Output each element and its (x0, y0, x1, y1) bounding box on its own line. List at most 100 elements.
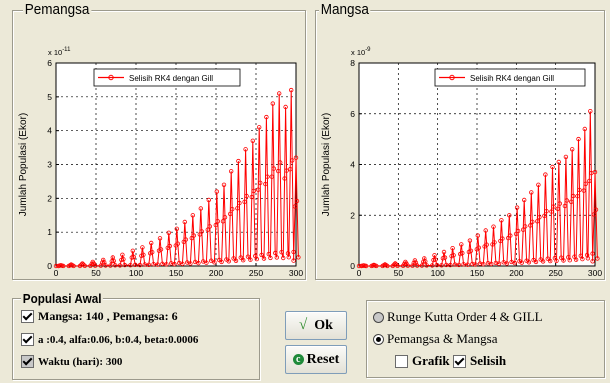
data-point (554, 258, 559, 263)
data-point (590, 251, 595, 256)
data-point (141, 252, 146, 257)
pemangsa-panel: Pemangsa 0 50 100 150 200 250 300 0 1 2 3 4 5 6 x 10-1… (12, 1, 306, 291)
data-point (520, 227, 526, 232)
data-point (284, 168, 289, 173)
data-point (249, 194, 254, 200)
data-point (513, 231, 519, 237)
data-point (119, 257, 124, 263)
data-point (236, 158, 241, 164)
data-point (245, 254, 251, 259)
data-point (100, 257, 106, 263)
y-axis-label: Jumlah Populasi (Ekor) (321, 113, 332, 216)
legend-label: Selisih RK4 dengan Gill (129, 74, 213, 83)
data-point (543, 172, 548, 177)
data-point (423, 259, 428, 264)
data-point (568, 199, 574, 204)
data-point (567, 257, 572, 263)
data-point (470, 261, 475, 267)
data-point (111, 258, 116, 264)
radio-rk4-gill-indicator[interactable] (373, 311, 384, 323)
x-tick-label: 0 (54, 268, 59, 278)
data-point (207, 224, 212, 229)
data-point (204, 260, 209, 265)
data-point (456, 262, 462, 268)
data-point (226, 259, 231, 264)
check-grafik[interactable]: Grafik (395, 353, 450, 369)
data-point (444, 262, 449, 268)
data-point (547, 258, 553, 264)
populasi-row: Mangsa: 140 , Pemangsa: 6 (21, 309, 178, 324)
data-point (448, 262, 453, 268)
data-point (278, 160, 283, 165)
data-point (564, 198, 570, 203)
data-point (213, 222, 218, 228)
data-point (273, 250, 278, 256)
data-point (259, 252, 264, 258)
data-point (459, 242, 464, 247)
data-point (507, 213, 512, 218)
data-point (205, 227, 210, 232)
radio-rk4-gill[interactable]: Runge Kutta Order 4 & GILL (373, 309, 543, 325)
data-point (393, 262, 399, 267)
data-point (363, 263, 369, 269)
data-point (593, 207, 599, 212)
data-point (160, 261, 165, 266)
ok-button[interactable]: √ Ok (285, 311, 347, 340)
data-point (450, 245, 455, 251)
data-point (221, 182, 227, 187)
data-point (582, 126, 587, 132)
data-point (248, 257, 253, 262)
data-point (540, 259, 546, 264)
legend-marker (108, 74, 114, 81)
data-point (142, 262, 147, 267)
data-point (588, 108, 593, 114)
populasi-text: Mangsa: 140 , Pemangsa: 6 (38, 309, 178, 323)
data-point (577, 187, 582, 193)
data-point (99, 260, 105, 265)
data-point (270, 101, 275, 106)
data-point (433, 257, 438, 262)
data-point (228, 169, 234, 174)
data-point (261, 256, 267, 261)
radio-pemangsa-mangsa[interactable]: Pemangsa & Mangsa (373, 331, 497, 347)
waktu-checkbox[interactable] (21, 355, 34, 368)
y-tick-label: 1 (47, 227, 52, 237)
data-point (432, 253, 437, 258)
data-point (109, 259, 114, 264)
data-point (255, 187, 261, 192)
y-multiplier: x 10-11 (48, 47, 71, 57)
y-tick-label: 2 (350, 210, 355, 220)
options-panel: Runge Kutta Order 4 & GILL Pemangsa & Ma… (366, 300, 605, 378)
data-point (595, 256, 600, 261)
data-point (196, 260, 201, 266)
reset-button[interactable]: c Reset (285, 345, 347, 374)
parameter-checkbox[interactable] (21, 333, 34, 346)
data-point (233, 258, 239, 263)
legend-marker (449, 74, 455, 81)
y-tick-label: 5 (47, 92, 52, 102)
data-point (294, 198, 300, 204)
check-selisih[interactable]: Selisih (453, 353, 506, 369)
x-tick-label: 100 (431, 268, 445, 278)
data-point (108, 263, 113, 268)
radio-pemangsa-mangsa-indicator[interactable] (373, 333, 384, 345)
data-point (414, 263, 420, 268)
data-point (71, 263, 76, 269)
data-point (103, 263, 108, 268)
data-point (491, 224, 496, 229)
data-point (290, 158, 295, 163)
populasi-checkbox[interactable] (21, 310, 34, 323)
data-point (151, 261, 156, 267)
data-point (460, 250, 465, 256)
data-point (137, 262, 143, 268)
radio-rk4-gill-label: Runge Kutta Order 4 & GILL (387, 309, 543, 324)
data-point (429, 263, 435, 268)
data-point (439, 263, 444, 268)
data-point (164, 262, 169, 267)
grafik-checkbox[interactable] (395, 354, 408, 368)
data-point (468, 248, 474, 253)
data-point (442, 255, 448, 260)
selisih-checkbox[interactable] (453, 354, 466, 368)
data-point (263, 181, 268, 187)
